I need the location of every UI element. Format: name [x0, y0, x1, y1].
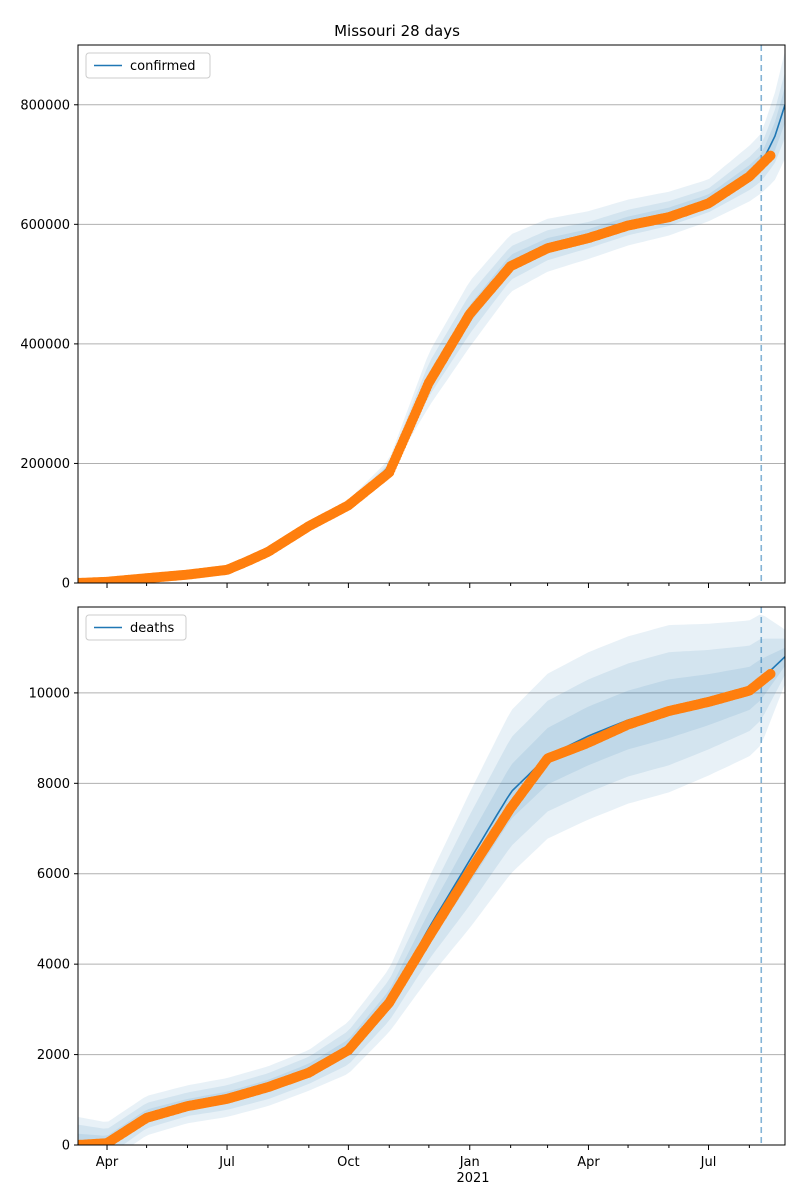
- y-tick-label: 0: [62, 1139, 70, 1154]
- x-year-label: 2021: [456, 1171, 489, 1186]
- uncertainty-band-1: [78, 71, 785, 583]
- legend-label: deaths: [130, 621, 175, 636]
- uncertainty-bands: [78, 51, 785, 583]
- uncertainty-band-2: [78, 614, 785, 1145]
- legend-label: confirmed: [130, 59, 196, 74]
- uncertainty-band-1: [78, 638, 785, 1145]
- y-tick-label: 200000: [20, 457, 70, 472]
- y-tick-label: 6000: [37, 867, 70, 882]
- legend-box: [85, 614, 187, 641]
- x-tick-label: Jul: [218, 1155, 235, 1170]
- deaths-panel: 0 2000 4000 6000 8000 10000 Apr Jul Oct Jan Apr Jul…: [29, 606, 786, 1170]
- y-tick-label: 400000: [20, 337, 70, 352]
- y-tick-label: 10000: [29, 686, 70, 701]
- y-tick-label: 0: [62, 577, 70, 592]
- y-tick-label: 800000: [20, 98, 70, 113]
- observed-point: [765, 150, 776, 161]
- y-tick-label: 600000: [20, 218, 70, 233]
- axes-frame: [77, 606, 786, 1146]
- x-tick-label: Apr: [577, 1155, 600, 1170]
- observed-points: [78, 150, 776, 583]
- legend: deaths: [85, 614, 187, 641]
- confirmed-panel: 0 200000 400000 600000 800000 confirmed: [20, 44, 786, 592]
- uncertainty-band-2: [78, 51, 785, 583]
- y-tick-label: 4000: [37, 958, 70, 973]
- x-tick-label: Jul: [700, 1155, 717, 1170]
- chart-title: Missouri 28 days: [334, 22, 460, 40]
- observed-point: [765, 668, 776, 679]
- x-tick-label: Apr: [96, 1155, 119, 1170]
- uncertainty-band-0: [78, 86, 785, 583]
- x-tick-label: Jan: [459, 1155, 480, 1170]
- y-tick-label: 8000: [37, 777, 70, 792]
- legend-box: [85, 52, 211, 79]
- legend: confirmed: [85, 52, 211, 79]
- observed-points: [78, 668, 776, 1145]
- axes-frame: [77, 44, 786, 584]
- y-tick-label: 2000: [37, 1048, 70, 1063]
- uncertainty-bands: [78, 614, 785, 1145]
- x-tick-label: Oct: [337, 1155, 359, 1170]
